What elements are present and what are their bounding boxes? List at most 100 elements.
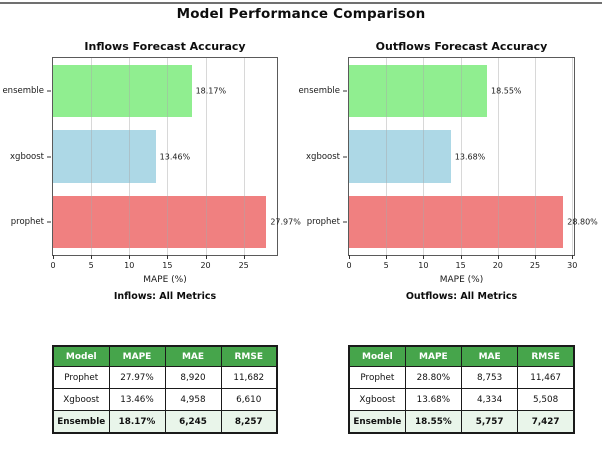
table-total-row: Ensemble 18.17% 6,245 8,257 xyxy=(52,410,278,434)
bar-ensemble xyxy=(53,64,192,118)
table-cell: 13.68% xyxy=(404,388,463,411)
table-header-cell: Model xyxy=(348,345,406,367)
table-cell: 8,753 xyxy=(460,366,519,389)
table-cell: 8,920 xyxy=(164,366,222,389)
gridline xyxy=(205,58,207,255)
table-total-row: Ensemble 18.55% 5,757 7,427 xyxy=(348,410,575,434)
table-header-cell: MAE xyxy=(460,345,519,367)
x-tick-label: 20 xyxy=(492,261,503,270)
table-cell: Prophet xyxy=(52,366,110,389)
x-tick-mark xyxy=(167,255,169,259)
y-category-label: prophet xyxy=(306,217,340,228)
table-header-cell: RMSE xyxy=(220,345,278,367)
y-category-label: xgboost xyxy=(10,151,44,162)
table-cell: 6,610 xyxy=(220,388,278,411)
y-category-label: ensemble xyxy=(298,85,340,96)
y-tick-mark xyxy=(342,221,347,223)
top-border-line xyxy=(0,2,602,4)
table-cell: 5,508 xyxy=(517,388,575,411)
metrics-table: Model MAPE MAE RMSE Prophet 27.97% 8,920 11,682… xyxy=(52,345,278,434)
inflows-chart-subtitle: Inflows: All Metrics xyxy=(113,291,217,302)
table-footer-cell: 7,427 xyxy=(517,410,575,434)
x-tick-mark xyxy=(91,255,93,259)
table-footer-cell: 18.17% xyxy=(108,410,166,434)
table-cell: Xgboost xyxy=(348,388,406,411)
outflows-chart: Outflows Forecast Accuracy 0 5 10 15 20 25 30 1… xyxy=(298,40,597,302)
bar-value-label: 13.46% xyxy=(159,152,191,161)
y-tick-mark xyxy=(46,90,51,92)
y-tick-mark xyxy=(342,90,347,92)
x-tick-mark xyxy=(53,255,54,259)
x-tick-label: 10 xyxy=(418,261,429,270)
bar-xgboost xyxy=(349,130,451,183)
y-category-label: ensemble xyxy=(2,85,44,96)
outflows-x-axis-label: MAPE (%) xyxy=(439,275,484,285)
gridline xyxy=(91,58,93,255)
table-header-cell: MAPE xyxy=(108,345,166,367)
gridline xyxy=(386,58,388,255)
table-header-cell: Model xyxy=(52,345,110,367)
table-cell: 4,334 xyxy=(460,388,519,411)
x-tick-label: 15 xyxy=(162,261,173,270)
table-header-cell: MAE xyxy=(164,345,222,367)
table-footer-cell: 5,757 xyxy=(460,410,519,434)
x-tick-label: 0 xyxy=(50,261,56,270)
bar-xgboost xyxy=(53,130,156,183)
gridline xyxy=(243,58,245,255)
x-tick-label: 10 xyxy=(124,261,135,270)
x-tick-label: 20 xyxy=(200,261,211,270)
x-tick-mark xyxy=(460,255,462,259)
table-header-cell: MAPE xyxy=(404,345,463,367)
x-tick-label: 25 xyxy=(529,261,541,270)
table-cell: 11,467 xyxy=(517,366,575,389)
x-tick-mark xyxy=(386,255,388,259)
metrics-table: Model MAPE MAE RMSE Prophet 28.80% 8,753 11,467… xyxy=(348,345,575,434)
table-row: Xgboost 13.46% 4,958 6,610 xyxy=(52,388,278,411)
x-tick-mark xyxy=(129,255,131,259)
table-footer-cell: 18.55% xyxy=(404,410,463,434)
y-tick-mark xyxy=(342,156,347,157)
gridline xyxy=(460,58,462,255)
x-tick-label: 5 xyxy=(88,261,94,270)
x-tick-mark xyxy=(497,255,499,259)
bar-value-label: 28.80% xyxy=(567,217,598,227)
inflows-metrics-table: Model MAPE MAE RMSE Prophet 27.97% 8,920 11,682… xyxy=(52,345,278,434)
table-cell: Xgboost xyxy=(52,388,110,411)
table-cell: 28.80% xyxy=(404,366,463,389)
bar-ensemble xyxy=(349,64,488,118)
table-cell: Prophet xyxy=(348,366,406,389)
y-category-label: prophet xyxy=(10,217,44,228)
bar-prophet xyxy=(53,195,267,249)
x-tick-label: 5 xyxy=(383,261,389,270)
inflows-chart-title: Inflows Forecast Accuracy xyxy=(84,40,246,53)
gridline xyxy=(423,58,425,255)
table-row: Xgboost 13.68% 4,334 5,508 xyxy=(348,388,575,411)
table-footer-cell: 8,257 xyxy=(220,410,278,434)
x-tick-mark xyxy=(572,255,574,259)
bar-value-label: 27.97% xyxy=(270,217,301,227)
x-tick-label: 15 xyxy=(455,261,466,270)
table-row: Prophet 28.80% 8,753 11,467 xyxy=(348,366,575,389)
gridline xyxy=(572,58,574,255)
gridline xyxy=(167,58,169,255)
table-header-row: Model MAPE MAE RMSE xyxy=(348,345,575,367)
bar-value-label: 18.17% xyxy=(195,86,227,96)
y-tick-mark xyxy=(46,221,51,223)
table-cell: 4,958 xyxy=(164,388,222,411)
table-row: Prophet 27.97% 8,920 11,682 xyxy=(52,366,278,389)
gridline xyxy=(535,58,536,255)
gridline xyxy=(129,58,131,255)
bar-prophet xyxy=(349,195,564,249)
table-header-cell: RMSE xyxy=(517,345,575,367)
table-cell: 13.46% xyxy=(108,388,166,411)
outflows-chart-subtitle: Outflows: All Metrics xyxy=(405,291,518,302)
bar-value-label: 13.68% xyxy=(454,152,486,161)
bar-value-label: 18.55% xyxy=(491,86,522,96)
x-tick-mark xyxy=(423,255,425,259)
x-tick-label: 25 xyxy=(238,261,249,270)
x-tick-label: 0 xyxy=(346,261,352,270)
inflows-chart: Inflows Forecast Accuracy 0 5 10 15 20 25 18.1… xyxy=(2,40,301,302)
table-footer-cell: Ensemble xyxy=(348,410,406,434)
inflows-plot-area: 0 5 10 15 20 25 18.17% ensemble 13.46% xgboost 27.… xyxy=(2,57,301,270)
